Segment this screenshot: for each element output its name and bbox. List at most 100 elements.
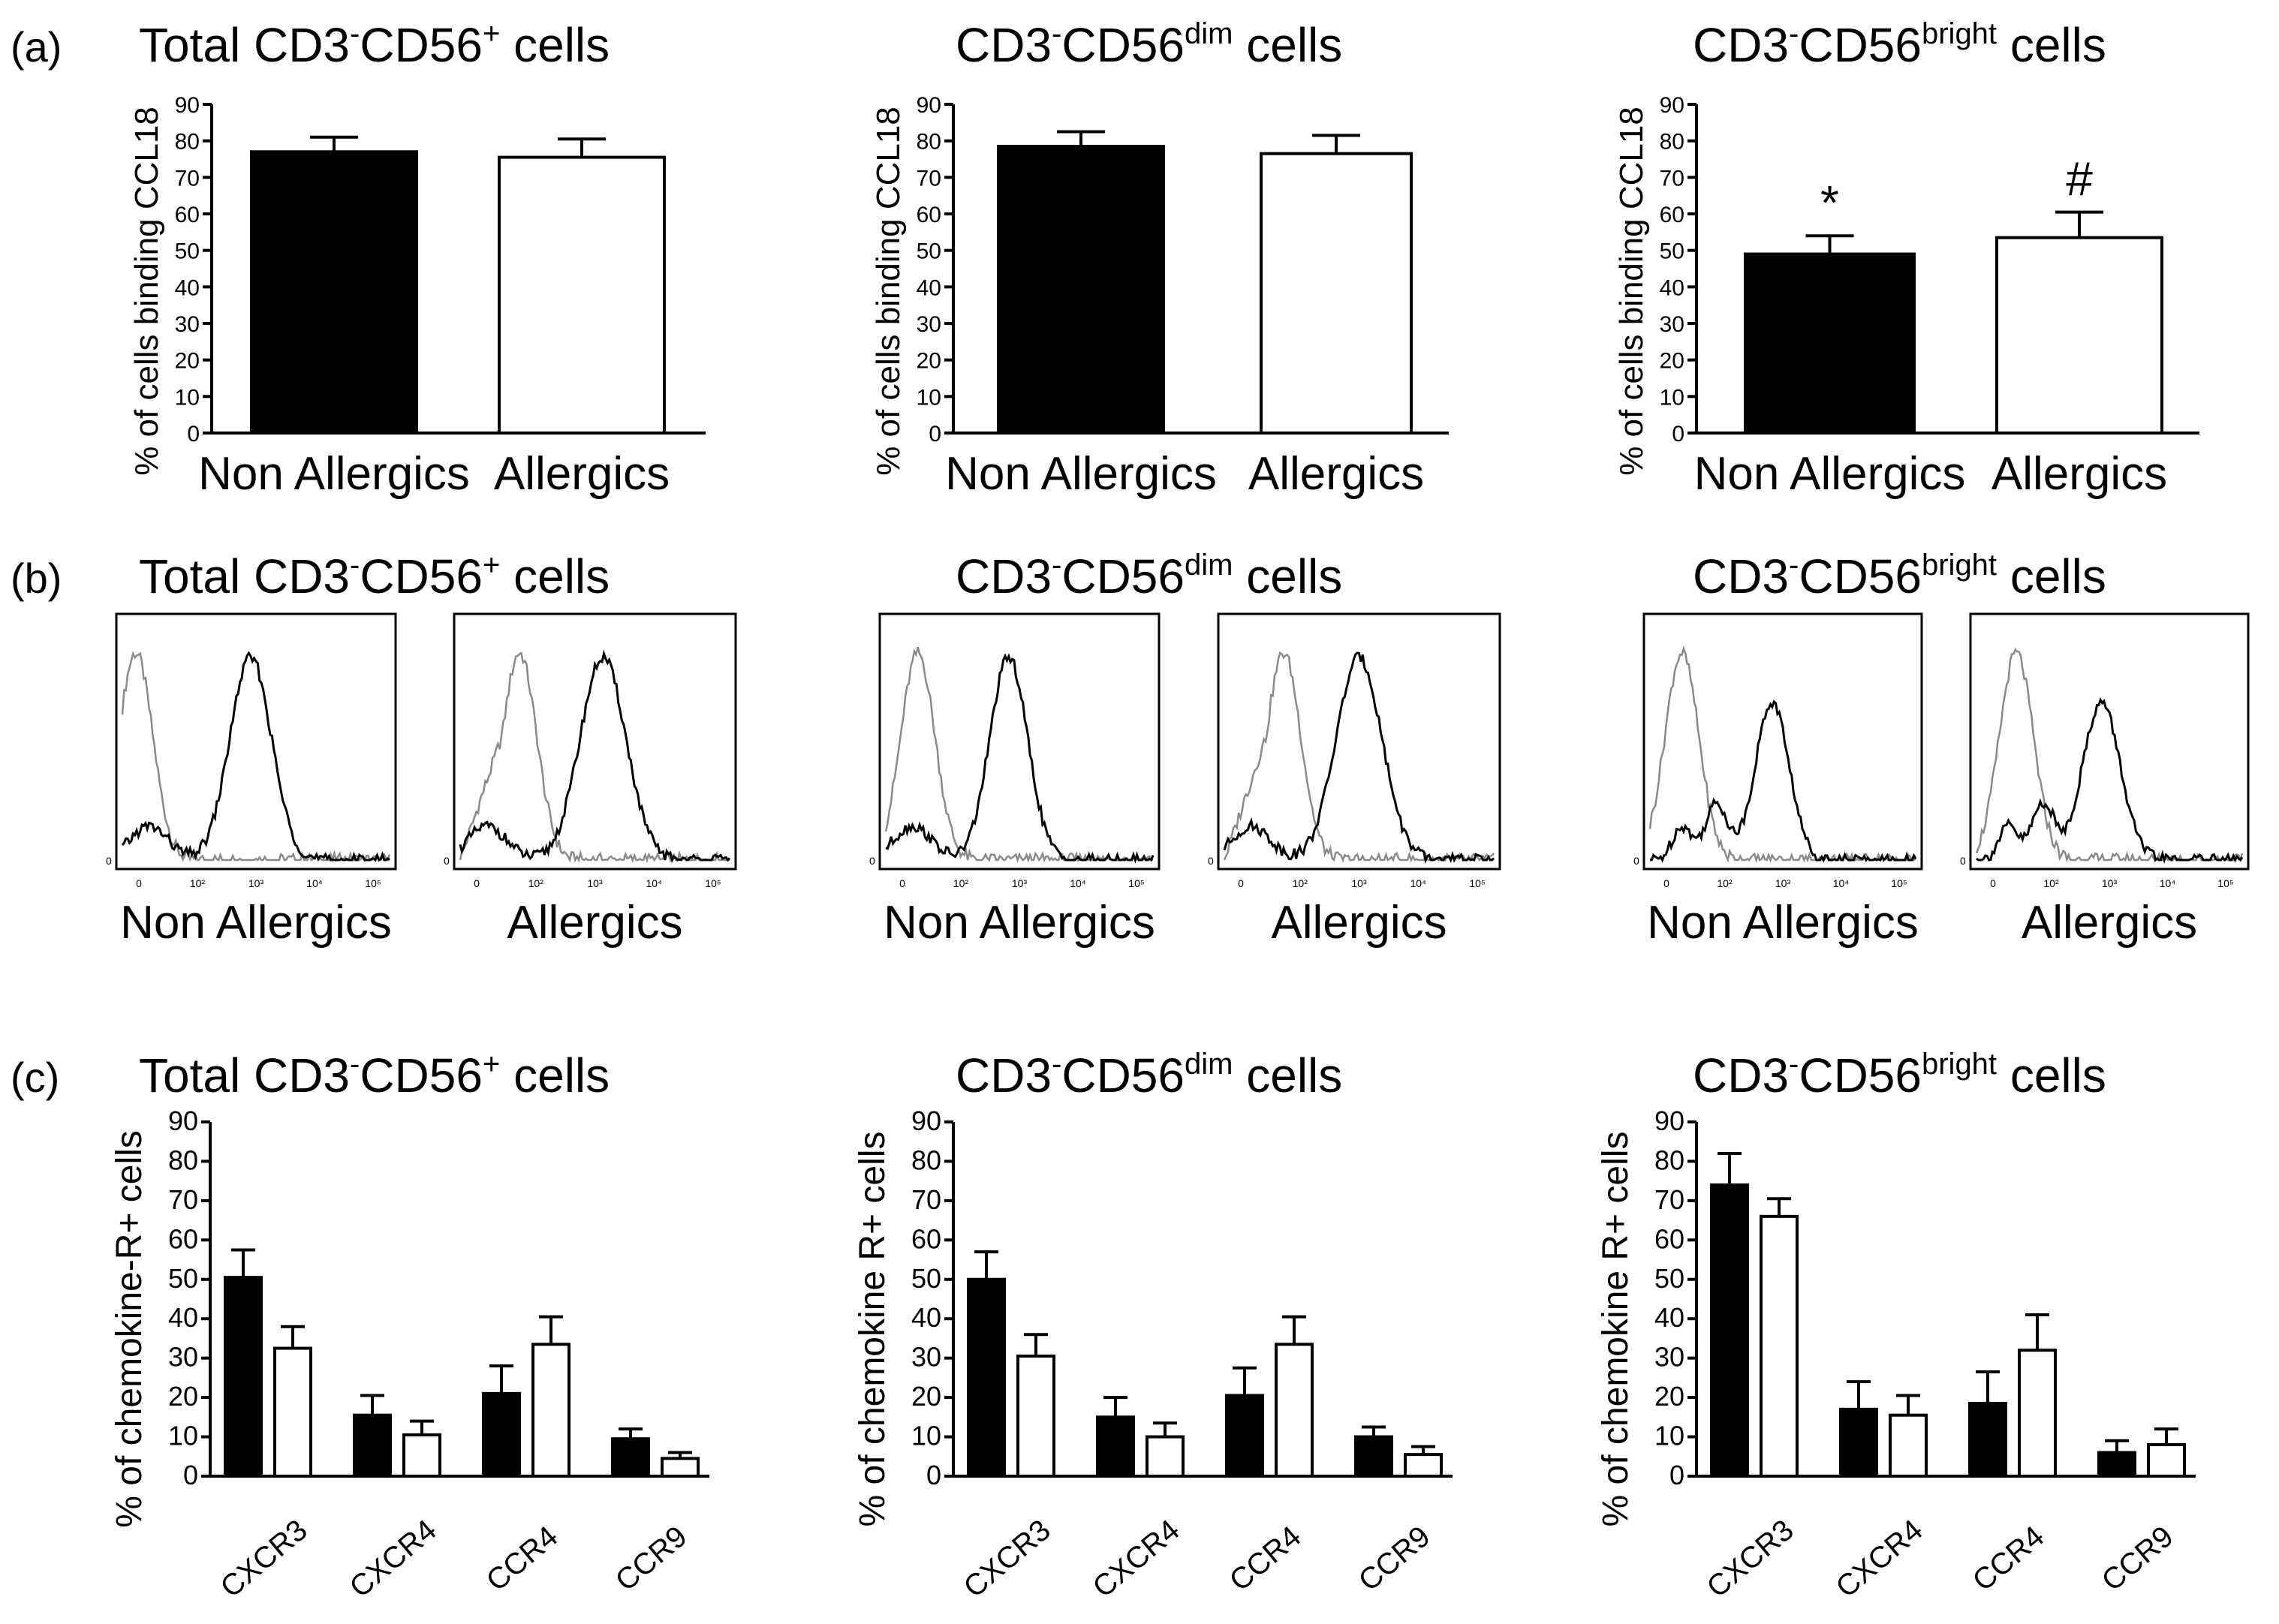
histogram-frame [1217,612,1501,871]
histogram-xtick-label: 10⁵ [365,877,381,889]
c3-category-label: CCR9 [2096,1520,2180,1598]
a2-category-label: Allergics [1248,448,1424,500]
a3-bar-allergics [1995,236,2163,435]
chart-c2-chemokine-dim: 0 10 20 30 40 50 60 70 80 90 % of chemokine R+ cel… [853,1105,1453,1604]
histogram-xtick-label: 0 [899,877,905,889]
a2-ytick-label: 0 [929,422,941,447]
chart-c1-chemokine-total: 0 10 20 30 40 50 60 70 80 90 % of chemokine-R+ cel… [110,1105,709,1604]
c1-ytick-label: 90 [168,1105,198,1136]
histogram-ytick-label: 0 [1960,855,1966,867]
histogram-frame [1642,612,1923,871]
histogram-frame [115,612,397,871]
histogram-ccl18-curve [885,653,1155,864]
c3-ytick-label: 60 [1654,1223,1684,1254]
histogram-xtick-label: 0 [1990,877,1996,889]
a3-category-label: Non Allergics [1694,448,1966,500]
title-b3: CD3-CD56bright cells [1693,549,2106,603]
c2-category-label: CCR4 [1224,1520,1308,1598]
histogram-xtick-label: 0 [474,877,480,889]
panel-label-b: (b) [11,555,62,602]
c1-bar-cxcr3-non-allergics [224,1276,263,1478]
c1-category-label: CXCR3 [215,1514,314,1604]
c2-bar-ccr4-allergics [1275,1343,1314,1478]
histogram-xtick-label: 10⁵ [1128,877,1144,889]
c1-ytick-label: 0 [183,1460,198,1490]
c2-ytick-label: 30 [911,1342,941,1373]
c1-bar-ccr4-non-allergics [482,1391,521,1478]
a3-ytick-label: 20 [1660,349,1684,374]
a3-ytick-label: 50 [1660,239,1684,264]
histogram-xtick-label: 10² [1293,877,1308,889]
title-a3: CD3-CD56bright cells [1693,17,2106,72]
histogram-xtick-label: 10⁴ [306,877,323,889]
histogram-xtick-label: 10² [190,877,206,889]
histogram-ytick-label: 0 [1633,855,1639,867]
a3-ytick-label: 90 [1660,93,1684,118]
c2-bar-ccr9-allergics [1404,1453,1443,1478]
a1-ytick-label: 80 [175,130,200,155]
c2-category-label: CXCR4 [1087,1514,1186,1604]
c2-ytick-label: 90 [911,1105,941,1136]
title-b2: CD3-CD56dim cells [956,549,1342,603]
c3-category-label: CCR4 [1967,1520,2051,1598]
c3-ytick-label: 10 [1654,1421,1684,1451]
title-c3: CD3-CD56bright cells [1693,1048,2106,1102]
a1-category-label: Non Allergics [198,448,470,500]
a2-ylabel: % of cells binding CCL18 [870,107,907,476]
a3-ytick-label: 0 [1672,422,1684,447]
histogram-ccl18-curve [459,649,731,864]
a2-ytick-label: 20 [917,349,941,374]
c1-ytick-label: 70 [168,1184,198,1215]
histogram-ccl18-curve [1649,699,1917,863]
c2-category-label: CXCR3 [958,1514,1057,1604]
c1-ytick-label: 30 [168,1342,198,1373]
histogram-group-label: Non Allergics [120,897,392,949]
histogram-ccl18-curve [1976,697,2244,865]
c1-ytick-label: 60 [168,1223,198,1254]
c1-bar-ccr9-non-allergics [611,1437,650,1478]
c3-bar-ccr4-non-allergics [1968,1401,2007,1478]
c2-bar-cxcr3-non-allergics [967,1277,1006,1478]
a1-bar-non-allergics [250,150,418,435]
histogram-xtick-label: 10⁵ [1891,877,1907,889]
histogram-xtick-label: 10³ [2102,877,2118,889]
c2-ytick-label: 40 [911,1302,941,1333]
a1-ytick-label: 60 [175,203,200,227]
histogram-xtick-label: 10⁴ [2160,877,2176,889]
c2-ytick-label: 80 [911,1144,941,1175]
histogram-ytick-label: 0 [444,855,450,867]
panel-label-a: (a) [11,23,62,71]
c3-bar-cxcr3-non-allergics [1710,1183,1749,1478]
c2-ylabel: % of chemokine R+ cells [853,1132,893,1527]
a2-ytick-label: 60 [917,203,941,227]
c1-bar-cxcr3-allergics [273,1346,312,1478]
histogram-xtick-label: 10⁴ [1070,877,1086,889]
histogram-isotype-curve [884,646,1154,864]
c1-category-label: CCR9 [610,1520,694,1598]
a1-ytick-label: 30 [175,312,200,337]
c1-category-label: CCR4 [480,1520,564,1598]
histogram-xtick-label: 10³ [1012,877,1028,889]
a2-ytick-label: 70 [917,166,941,191]
histogram-xtick-label: 10² [528,877,544,889]
a3-bar-non-allergics [1744,252,1916,435]
a3-significance-mark: * [1820,176,1839,230]
c3-ytick-label: 30 [1654,1342,1684,1373]
a1-ytick-label: 40 [175,275,200,300]
a1-ytick-label: 90 [175,93,200,118]
a1-ylabel: % of cells binding CCL18 [128,107,165,476]
c2-bar-cxcr4-allergics [1146,1435,1185,1478]
a3-ytick-label: 70 [1660,166,1684,191]
histogram-xtick-label: 10³ [248,877,264,889]
histogram-group-label: Allergics [2022,897,2197,949]
title-a2: CD3-CD56dim cells [956,17,1342,72]
c2-bar-cxcr3-allergics [1016,1355,1055,1478]
histogram-isotype-curve [121,651,391,864]
c3-ytick-label: 80 [1654,1144,1684,1175]
histogram-xtick-label: 10³ [1775,877,1791,889]
histogram-ccl18-curve [121,651,390,862]
a2-ytick-label: 40 [917,275,941,300]
c3-bar-ccr4-allergics [2018,1349,2057,1478]
histogram-group-label: Non Allergics [884,897,1155,949]
c3-ylabel: % of chemokine R+ cells [1596,1132,1636,1527]
